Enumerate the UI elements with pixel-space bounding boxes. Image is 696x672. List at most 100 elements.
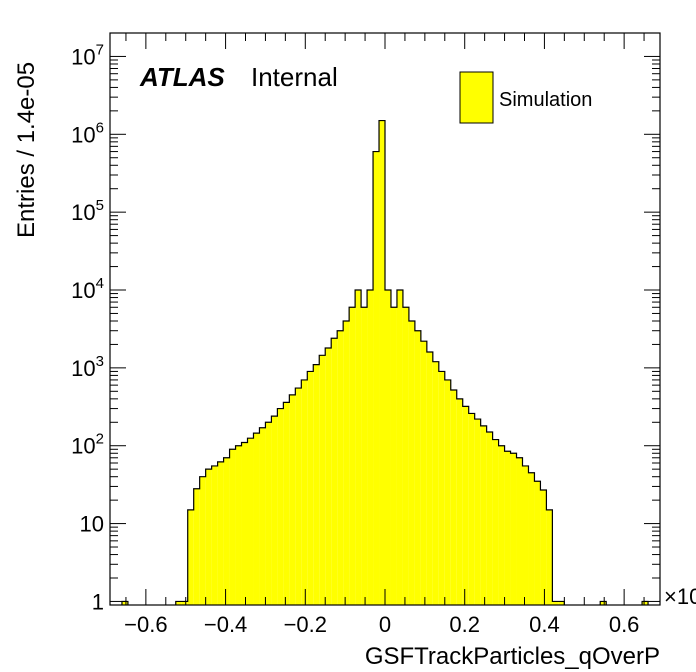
legend-swatch [459, 71, 494, 124]
legend-label: Simulation [499, 89, 592, 111]
histogram-bar [486, 432, 493, 605]
histogram-bar [402, 307, 409, 605]
y-tick-exponent: 6 [96, 119, 104, 136]
histogram-bar [253, 433, 260, 605]
histogram-bar [522, 465, 529, 605]
histogram-bar [121, 601, 128, 605]
y-tick-base: 10 [71, 278, 95, 303]
histogram-bar [349, 307, 356, 605]
histogram-bar [343, 320, 350, 605]
histogram-bar [307, 371, 314, 605]
y-tick-exponent: 4 [96, 275, 104, 292]
histogram-bar [181, 601, 188, 605]
y-tick-base: 10 [71, 356, 95, 381]
histogram-bar [444, 379, 451, 605]
x-tick-label: −0.2 [284, 612, 327, 637]
histogram-bar [426, 351, 433, 605]
y-tick-exponent: 2 [96, 431, 104, 448]
x-tick-label: 0.4 [529, 612, 560, 637]
y-tick-label: 102 [71, 431, 104, 459]
histogram-bar [205, 469, 212, 605]
histogram-bar [480, 425, 487, 605]
histogram-bar [259, 427, 266, 605]
atlas-label: ATLAS [139, 62, 225, 92]
histogram-bar [271, 416, 278, 605]
histogram-bar [540, 489, 547, 605]
histogram-bar [534, 481, 541, 605]
y-tick-base: 10 [71, 200, 95, 225]
histogram-bar [420, 341, 427, 605]
y-tick-exponent: 7 [96, 41, 104, 58]
histogram-bar [396, 290, 403, 605]
histogram-bar [408, 320, 415, 605]
histogram-bar [474, 419, 481, 605]
histogram-bar [247, 438, 254, 605]
histogram-bar [390, 307, 397, 605]
histogram-bar [642, 601, 649, 605]
histogram-bar [241, 442, 248, 605]
y-tick-label: 105 [71, 197, 104, 225]
x-tick-label: 0 [379, 612, 391, 637]
histogram-bar [456, 398, 463, 605]
atlas-sublabel: Internal [251, 62, 338, 92]
histogram-bar [283, 402, 290, 605]
histogram-bar [223, 457, 230, 605]
histogram-bar [504, 451, 511, 605]
y-tick-exponent: 5 [96, 197, 104, 214]
histogram-bar [199, 476, 206, 605]
histogram-bar [546, 509, 553, 605]
legend: Simulation [459, 71, 592, 124]
histogram-bar [498, 445, 505, 605]
histogram-bar [510, 453, 517, 605]
y-tick-label: 106 [71, 119, 104, 147]
y-tick-base: 10 [80, 512, 104, 537]
histogram-bar [301, 379, 308, 605]
histogram-bars [121, 120, 649, 605]
y-tick-base: 1 [92, 589, 104, 614]
x-tick-labels: −0.6 −0.4 −0.2 0 0.2 0.4 0.6 [124, 612, 639, 637]
histogram-bar [319, 355, 326, 605]
histogram-bar [217, 461, 224, 605]
histogram-bar [600, 601, 607, 605]
x-tick-label: −0.4 [204, 612, 247, 637]
histogram-bar [355, 290, 362, 605]
y-tick-label: 10 [80, 512, 104, 537]
x-multiplier-label: ×10 [664, 584, 696, 609]
x-tick-label: −0.6 [124, 612, 167, 637]
histogram-bar [373, 151, 380, 605]
histogram-bar [289, 394, 296, 605]
histogram-bar [385, 290, 391, 605]
axis-ticks [110, 32, 660, 605]
histogram-bar [331, 338, 338, 605]
histogram-bar [337, 330, 344, 605]
y-tick-exponent: 3 [96, 353, 104, 370]
histogram-bar [175, 601, 182, 605]
histogram-bar [432, 361, 439, 605]
histogram-bar [516, 457, 523, 605]
y-tick-base: 10 [71, 122, 95, 147]
histogram-bar [552, 601, 559, 605]
histogram-bar [361, 307, 368, 605]
y-tick-label: 104 [71, 275, 104, 303]
histogram-bar [295, 388, 302, 605]
histogram-bar [187, 509, 194, 605]
y-tick-base: 10 [71, 434, 95, 459]
histogram-bar [450, 389, 457, 605]
histogram-bar [313, 364, 320, 605]
x-tick-label: 0.6 [609, 612, 640, 637]
x-axis-title: GSFTrackParticles_qOverP [365, 643, 660, 670]
histogram-bar [438, 371, 445, 605]
histogram-bar [367, 290, 374, 605]
y-tick-label: 1 [92, 589, 104, 614]
histogram-bar [211, 465, 218, 605]
y-axis-title: Entries / 1.4e-05 [13, 62, 40, 238]
histogram-bar [277, 408, 284, 605]
histogram-bar [468, 413, 475, 605]
histogram-bar [414, 330, 421, 605]
y-tick-label: 103 [71, 353, 104, 381]
histogram-bar [528, 472, 535, 605]
histogram-bar [558, 601, 565, 605]
histogram-bar [492, 439, 499, 605]
